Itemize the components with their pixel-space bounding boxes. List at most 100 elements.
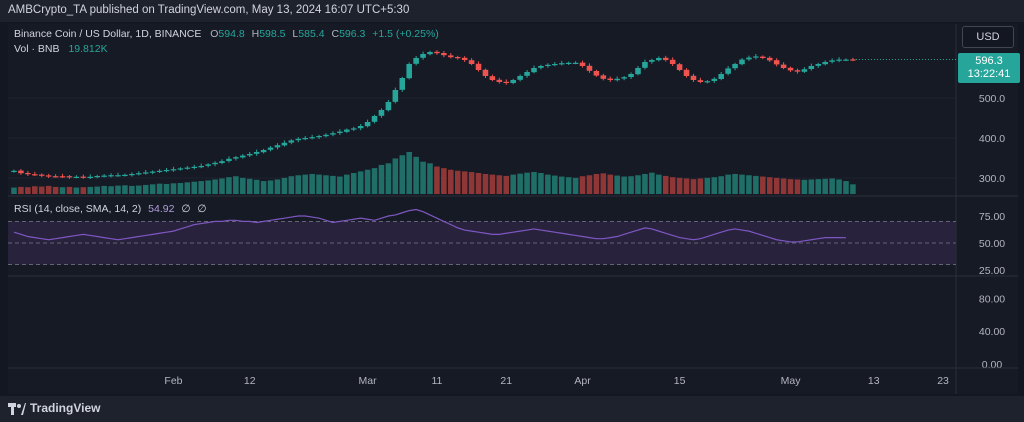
volume-bar — [392, 158, 399, 194]
rsi-line — [13, 208, 847, 243]
volume-bar — [385, 163, 392, 194]
lower-pane-tick-label: 40.00 — [979, 326, 1005, 338]
volume-bar — [122, 185, 128, 194]
candle-body — [316, 136, 322, 138]
time-tick-label: Apr — [574, 375, 591, 387]
candle-body — [621, 77, 627, 79]
rsi-label[interactable]: RSI (14, close, SMA, 14, 2) — [14, 203, 142, 215]
candle-body — [219, 161, 225, 163]
candle-body — [427, 52, 433, 55]
time-tick-label: 23 — [937, 375, 949, 387]
volume-bar — [732, 173, 738, 194]
volume-bar — [475, 173, 482, 194]
volume-bar — [649, 172, 655, 194]
candle-body — [635, 68, 641, 75]
volume-bar — [295, 175, 302, 194]
candle-body — [545, 64, 551, 66]
volume-bar — [240, 177, 246, 194]
volume-bar — [441, 168, 447, 194]
volume-bar — [108, 186, 114, 194]
candle-body — [302, 138, 308, 140]
chart-canvas[interactable]: 300.0 400.0 500.0 25.00 50.00 75.00 0.00 40.00 8… — [8, 24, 1018, 394]
candle-body — [683, 69, 690, 76]
candle-body — [815, 64, 822, 66]
currency-button[interactable]: USD — [962, 26, 1014, 48]
volume-bar — [288, 176, 295, 194]
volume-bar — [316, 174, 322, 194]
footer-bar: TradingView — [0, 396, 1024, 422]
volume-bar — [780, 178, 787, 194]
volume-bar — [170, 183, 177, 194]
volume-bar — [510, 174, 516, 194]
candle-body — [18, 170, 24, 174]
candle-body — [468, 60, 475, 64]
chart-panel[interactable]: 300.0 400.0 500.0 25.00 50.00 75.00 0.00 40.00 8… — [8, 24, 1018, 394]
volume-bar — [281, 177, 288, 194]
candle-body — [565, 62, 572, 64]
volume-bar — [115, 185, 121, 194]
volume-bar — [593, 173, 600, 194]
candle-body — [226, 158, 232, 161]
volume-bar — [45, 185, 52, 194]
volume-bar — [212, 179, 218, 194]
candle-body — [399, 78, 406, 90]
volume-bar — [503, 175, 510, 194]
volume-bar — [226, 177, 232, 194]
volume-bar — [87, 186, 94, 194]
volume-bar — [32, 186, 38, 194]
candle-body — [586, 65, 593, 71]
volume-bar — [836, 179, 842, 194]
volume-bar — [101, 185, 107, 194]
candle-body — [295, 138, 302, 141]
volume-bar — [52, 186, 59, 194]
volume-label[interactable]: Vol · BNB — [14, 43, 60, 55]
rsi-value: 54.92 — [148, 203, 175, 215]
candle-body — [711, 78, 718, 81]
candle-body — [330, 133, 336, 135]
volume-bar — [330, 175, 336, 194]
volume-bar — [94, 186, 100, 194]
symbol-legend: Binance Coin / US Dollar, 1D, BINANCE O5… — [14, 28, 439, 40]
change-value: +1.5 (+0.25%) — [372, 28, 439, 40]
volume-bar — [739, 174, 745, 194]
volume-bar — [73, 187, 80, 194]
candle-body — [697, 80, 704, 82]
lower-pane-tick-label: 0.00 — [982, 359, 1003, 371]
volume-bar — [787, 179, 794, 194]
candle-body — [531, 68, 537, 73]
volume-bar — [323, 175, 329, 194]
candle-body — [233, 157, 239, 159]
candle-body — [656, 58, 662, 61]
low-value: 585.4 — [298, 28, 325, 40]
candle-body — [662, 57, 669, 60]
volume-bar — [524, 172, 530, 194]
candle-body — [274, 145, 281, 148]
candle-body — [11, 170, 17, 172]
lower-pane-tick-label: 80.00 — [979, 293, 1005, 305]
volume-bar — [364, 169, 371, 194]
candle-body — [406, 64, 412, 79]
volume-bar — [191, 181, 198, 194]
candle-body — [184, 167, 191, 169]
candle-body — [482, 69, 489, 76]
candle-body — [607, 78, 614, 80]
candle-body — [108, 175, 114, 177]
candle-body — [267, 147, 274, 150]
volume-bar — [850, 184, 856, 194]
candle-body — [649, 60, 655, 62]
volume-bar — [801, 179, 808, 194]
volume-bar — [718, 176, 724, 194]
candle-body — [642, 62, 648, 68]
volume-bar — [427, 163, 433, 194]
volume-bar — [25, 187, 31, 194]
symbol-title[interactable]: Binance Coin / US Dollar, 1D, BINANCE — [14, 28, 202, 40]
candle-body — [448, 55, 454, 58]
volume-bar — [11, 187, 17, 194]
candle-body — [177, 168, 184, 170]
candle-body — [434, 51, 440, 54]
candle-body — [808, 66, 815, 69]
candle-body — [413, 58, 419, 64]
candle-body — [73, 176, 80, 178]
close-value: 596.3 — [339, 28, 366, 40]
volume-bar — [558, 176, 565, 194]
